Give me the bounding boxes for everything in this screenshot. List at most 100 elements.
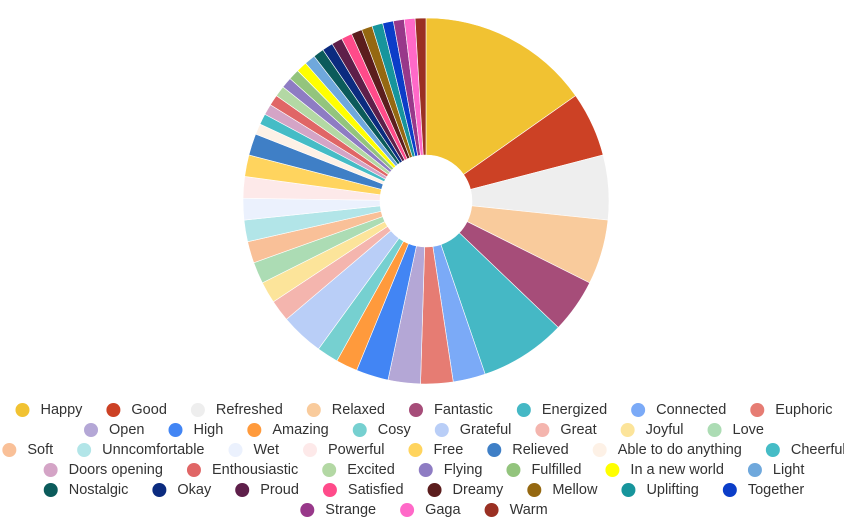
legend-item-cheerful[interactable]: Cheerful (765, 442, 844, 458)
legend-label: Dreamy (453, 482, 505, 498)
legend-item-enthousiastic[interactable]: Enthousiastic (186, 462, 298, 478)
legend-item-amazing[interactable]: Amazing (247, 422, 329, 438)
legend-label: Free (433, 442, 463, 458)
legend-swatch (306, 403, 321, 417)
legend-swatch (186, 463, 201, 477)
legend-label: Unncomfortable (102, 442, 204, 458)
legend-label: Satisfied (348, 482, 404, 498)
legend-swatch (765, 443, 780, 457)
legend-swatch (228, 443, 243, 457)
legend-swatch (592, 443, 607, 457)
legend-item-grateful[interactable]: Grateful (434, 422, 512, 438)
legend-swatch (535, 423, 550, 437)
legend-label: Together (748, 482, 805, 498)
legend-label: Able to do anything (618, 442, 742, 458)
legend-item-satisfied[interactable]: Satisfied (322, 482, 404, 498)
legend-swatch (516, 403, 531, 417)
legend-swatch (408, 443, 423, 457)
legend-item-dreamy[interactable]: Dreamy (427, 482, 505, 498)
legend-swatch (300, 503, 315, 517)
slice-warm[interactable] (414, 17, 427, 156)
legend-item-flying[interactable]: Flying (418, 462, 483, 478)
legend-swatch (527, 483, 542, 497)
legend-label: High (193, 422, 223, 438)
legend-item-free[interactable]: Free (408, 442, 463, 458)
legend-swatch (303, 443, 318, 457)
legend-swatch (409, 403, 423, 417)
legend-item-uplifting[interactable]: Uplifting (621, 482, 699, 498)
legend-label: Light (773, 462, 804, 478)
legend-label: Love (733, 422, 764, 438)
legend-item-open[interactable]: Open (84, 422, 144, 438)
legend-item-nostalgic[interactable]: Nostalgic (43, 482, 129, 498)
legend-swatch (434, 423, 449, 437)
legend-label: Wet (253, 442, 279, 458)
legend-item-cosy[interactable]: Cosy (352, 422, 412, 438)
legend-item-connected[interactable]: Connected (631, 402, 726, 418)
legend-item-strange[interactable]: Strange (300, 502, 376, 518)
legend-label: Refreshed (216, 402, 283, 418)
legend-label: Uplifting (646, 482, 698, 498)
legend-item-fantastic[interactable]: Fantastic (409, 402, 493, 418)
legend-swatch (605, 463, 620, 477)
legend-swatch (322, 463, 337, 477)
legend-item-light[interactable]: Light (747, 462, 804, 478)
legend-swatch (190, 403, 205, 417)
legend-label: Great (560, 422, 596, 438)
legend-item-wet[interactable]: Wet (228, 442, 279, 458)
legend-swatch (400, 503, 415, 517)
legend: Happy Good Refreshed Relaxed Fantastic Energi… (2, 402, 844, 518)
legend-label: Flying (444, 462, 483, 478)
legend-swatch (106, 403, 121, 417)
legend-label: Warm (510, 502, 548, 518)
legend-item-joyful[interactable]: Joyful (620, 422, 684, 438)
legend-swatch (506, 463, 521, 477)
legend-item-excited[interactable]: Excited (322, 462, 395, 478)
legend-item-energized[interactable]: Energized (516, 402, 607, 418)
legend-label: Euphoric (775, 402, 832, 418)
legend-swatch (247, 423, 262, 437)
legend-item-relaxed[interactable]: Relaxed (306, 402, 385, 418)
legend-item-relieved[interactable]: Relieved (487, 442, 569, 458)
legend-label: Cheerful (791, 442, 844, 458)
legend-label: Mellow (552, 482, 598, 498)
legend-item-soft[interactable]: Soft (2, 442, 53, 458)
legend-item-love[interactable]: Love (707, 422, 764, 438)
legend-item-happy[interactable]: Happy (15, 402, 83, 418)
legend-label: Fulfilled (531, 462, 581, 478)
legend-swatch (43, 463, 58, 477)
legend-item-in-a-new-world[interactable]: In a new world (605, 462, 724, 478)
legend-swatch (750, 403, 765, 417)
legend-label: Fantastic (434, 402, 493, 418)
slice-happy[interactable] (425, 17, 577, 175)
legend-swatch (84, 423, 99, 437)
legend-label: Relieved (512, 442, 568, 458)
legend-item-great[interactable]: Great (535, 422, 597, 438)
legend-item-okay[interactable]: Okay (152, 482, 212, 498)
slices-group (242, 17, 610, 385)
legend-item-powerful[interactable]: Powerful (303, 442, 384, 458)
legend-item-good[interactable]: Good (106, 402, 167, 418)
legend-swatch (352, 423, 367, 437)
legend-item-doors-opening[interactable]: Doors opening (43, 462, 163, 478)
legend-swatch (418, 463, 433, 477)
legend-item-together[interactable]: Together (722, 482, 805, 498)
legend-item-euphoric[interactable]: Euphoric (750, 402, 833, 418)
legend-item-refreshed[interactable]: Refreshed (190, 402, 283, 418)
legend-swatch (43, 483, 58, 497)
legend-item-warm[interactable]: Warm (484, 502, 548, 518)
legend-label: Gaga (425, 502, 461, 518)
legend-item-high[interactable]: High (168, 422, 223, 438)
legend-label: Connected (656, 402, 726, 418)
legend-swatch (621, 483, 636, 497)
legend-item-able-to-do-anything[interactable]: Able to do anything (592, 442, 742, 458)
legend-item-fulfilled[interactable]: Fulfilled (506, 462, 581, 478)
legend-swatch (747, 463, 762, 477)
legend-item-gaga[interactable]: Gaga (400, 502, 462, 518)
legend-item-proud[interactable]: Proud (235, 482, 299, 498)
legend-label: Excited (347, 462, 395, 478)
legend-label: Relaxed (332, 402, 385, 418)
legend-label: Soft (27, 442, 53, 458)
legend-item-mellow[interactable]: Mellow (527, 482, 598, 498)
legend-item-unncomfortable[interactable]: Unncomfortable (77, 442, 204, 458)
